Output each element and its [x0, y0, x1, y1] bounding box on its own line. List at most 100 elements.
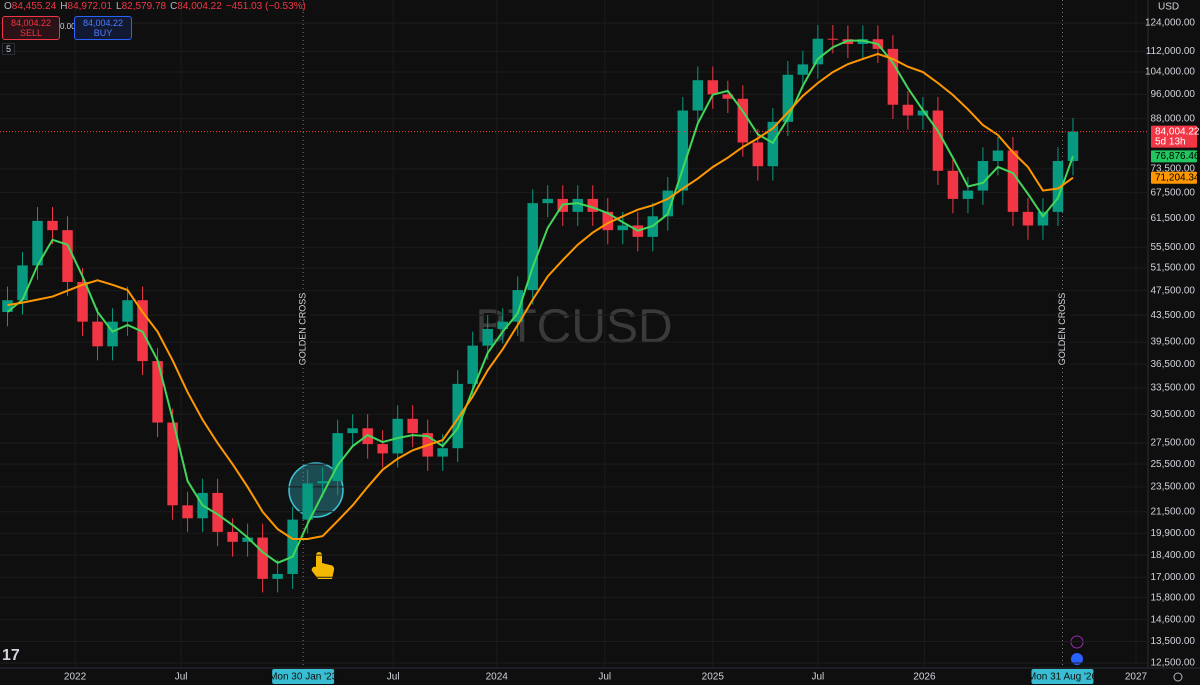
x-tick-label: Mon 30 Jan '23: [269, 672, 338, 683]
annotation: GOLDEN CROSS: [1057, 293, 1067, 366]
candle-body: [917, 110, 929, 116]
candle-body: [662, 190, 674, 217]
candle-body: [227, 531, 238, 542]
candle-body: [212, 492, 223, 532]
ohlc-field: H84,972.01: [60, 1, 112, 12]
candle-body: [257, 537, 268, 579]
candle-body: [812, 38, 824, 65]
price-countdown: 5d 13h: [1155, 136, 1186, 147]
price-label-bg: [1151, 171, 1197, 184]
candle-body: [452, 383, 463, 449]
candle-body: [737, 98, 749, 143]
candle-body: [437, 448, 448, 457]
candle-body: [482, 328, 493, 346]
logo: 17: [2, 647, 20, 664]
candle-body: [392, 418, 403, 454]
y-tick-label: 104,000.00: [1145, 67, 1195, 78]
y-tick-label: 23,500.00: [1151, 482, 1196, 493]
candle-body: [107, 321, 118, 347]
interval[interactable]: 5: [2, 43, 16, 55]
candle-body: [767, 121, 779, 167]
currency: USD: [1158, 2, 1179, 13]
ohlc-key: O: [4, 1, 12, 12]
candle-body: [152, 361, 163, 423]
flag-icon: [1071, 653, 1083, 665]
ohlc-value: 84,455.24: [11, 1, 57, 12]
y-tick-label: 13,500.00: [1151, 636, 1196, 647]
price-label-bg: [1151, 150, 1197, 163]
price-label: 84,004.22: [1155, 126, 1200, 137]
candle-body: [77, 281, 88, 322]
ohlc-key: L: [116, 1, 122, 12]
candle-body: [347, 428, 358, 434]
y-tick-label: 51,500.00: [1151, 263, 1196, 274]
candle-body: [977, 161, 989, 191]
y-tick-label: 21,500.00: [1151, 506, 1196, 517]
candle-body: [32, 220, 43, 266]
candle-body: [2, 300, 13, 312]
candle-body: [587, 198, 599, 212]
annotation: GOLDEN CROSS: [298, 293, 308, 366]
y-tick-label: 88,000.00: [1151, 113, 1196, 124]
candle-body: [722, 94, 734, 99]
candle-body: [707, 80, 719, 95]
x-tick-label: Jul: [387, 672, 400, 683]
x-tick-label: Jul: [811, 672, 824, 683]
spread: 0.00: [60, 22, 76, 31]
y-tick-label: 112,000.00: [1146, 46, 1196, 57]
ohlc-value: 82,579.78: [121, 1, 167, 12]
candle-body: [962, 190, 974, 199]
candle-body: [167, 422, 178, 506]
y-tick-label: 15,800.00: [1151, 592, 1196, 603]
candle-body: [47, 220, 58, 231]
candle-body: [407, 418, 418, 434]
y-tick-label: 33,500.00: [1151, 383, 1196, 394]
x-tick-label: 2022: [64, 672, 87, 683]
price-label: 71,204.34: [1155, 172, 1200, 183]
y-tick-label: 39,500.00: [1151, 337, 1196, 348]
x-tick-label: 2026: [913, 672, 936, 683]
y-tick-label: 61,500.00: [1151, 213, 1196, 224]
y-tick-label: 30,500.00: [1151, 409, 1196, 420]
candle-body: [332, 433, 343, 482]
buy-button[interactable]: 84,004.22 BUY: [74, 16, 132, 40]
sell-label: SELL: [19, 28, 43, 38]
y-tick-label: 14,600.00: [1151, 614, 1196, 625]
ohlc-field: C84,004.22: [170, 1, 222, 12]
y-tick-label: 43,500.00: [1151, 310, 1196, 321]
x-tick-label: Jul: [175, 672, 188, 683]
ohlc-value: 84,004.22: [177, 1, 222, 12]
ohlc-field: O84,455.24: [4, 1, 56, 12]
y-tick-label: 36,500.00: [1151, 359, 1196, 370]
candle-body: [602, 211, 614, 231]
x-label-bg: [272, 669, 335, 684]
pointer-hand: [311, 552, 335, 579]
moving-average: [6, 39, 1074, 564]
candle-body: [887, 48, 899, 105]
header: O84,455.24 H84,972.01 L82,579.78 C84,004.22…: [4, 1, 306, 12]
sell-button[interactable]: 84,004.22 SELL: [2, 16, 60, 40]
candle-body: [17, 265, 28, 301]
sell-price: 84,004.22: [10, 18, 52, 28]
price-label: 76,876.46: [1155, 151, 1200, 162]
y-tick-label: 18,400.00: [1151, 550, 1196, 561]
candle-body: [512, 290, 523, 322]
plot-area: GOLDEN CROSS GOLDEN CROSS: [0, 0, 1148, 668]
candle-body: [317, 481, 328, 484]
y-tick-label: 55,500.00: [1151, 242, 1196, 253]
ohlc-value: 84,972.01: [67, 1, 113, 12]
y-tick-label: 27,500.00: [1151, 438, 1196, 449]
x-label-bg: [1031, 669, 1094, 684]
candle-body: [527, 203, 538, 291]
x-tick-label: 2025: [702, 672, 725, 683]
ohlc-field: L82,579.78: [116, 1, 166, 12]
ohlc-key: H: [60, 1, 68, 12]
buy-price: 84,004.22: [82, 18, 124, 28]
candle-body: [497, 321, 508, 329]
candle-body: [1037, 211, 1049, 226]
settings-icon[interactable]: [1173, 672, 1183, 682]
y-tick-label: 73,500.00: [1151, 164, 1196, 175]
candle-body: [797, 64, 809, 75]
candle-body: [92, 321, 103, 347]
